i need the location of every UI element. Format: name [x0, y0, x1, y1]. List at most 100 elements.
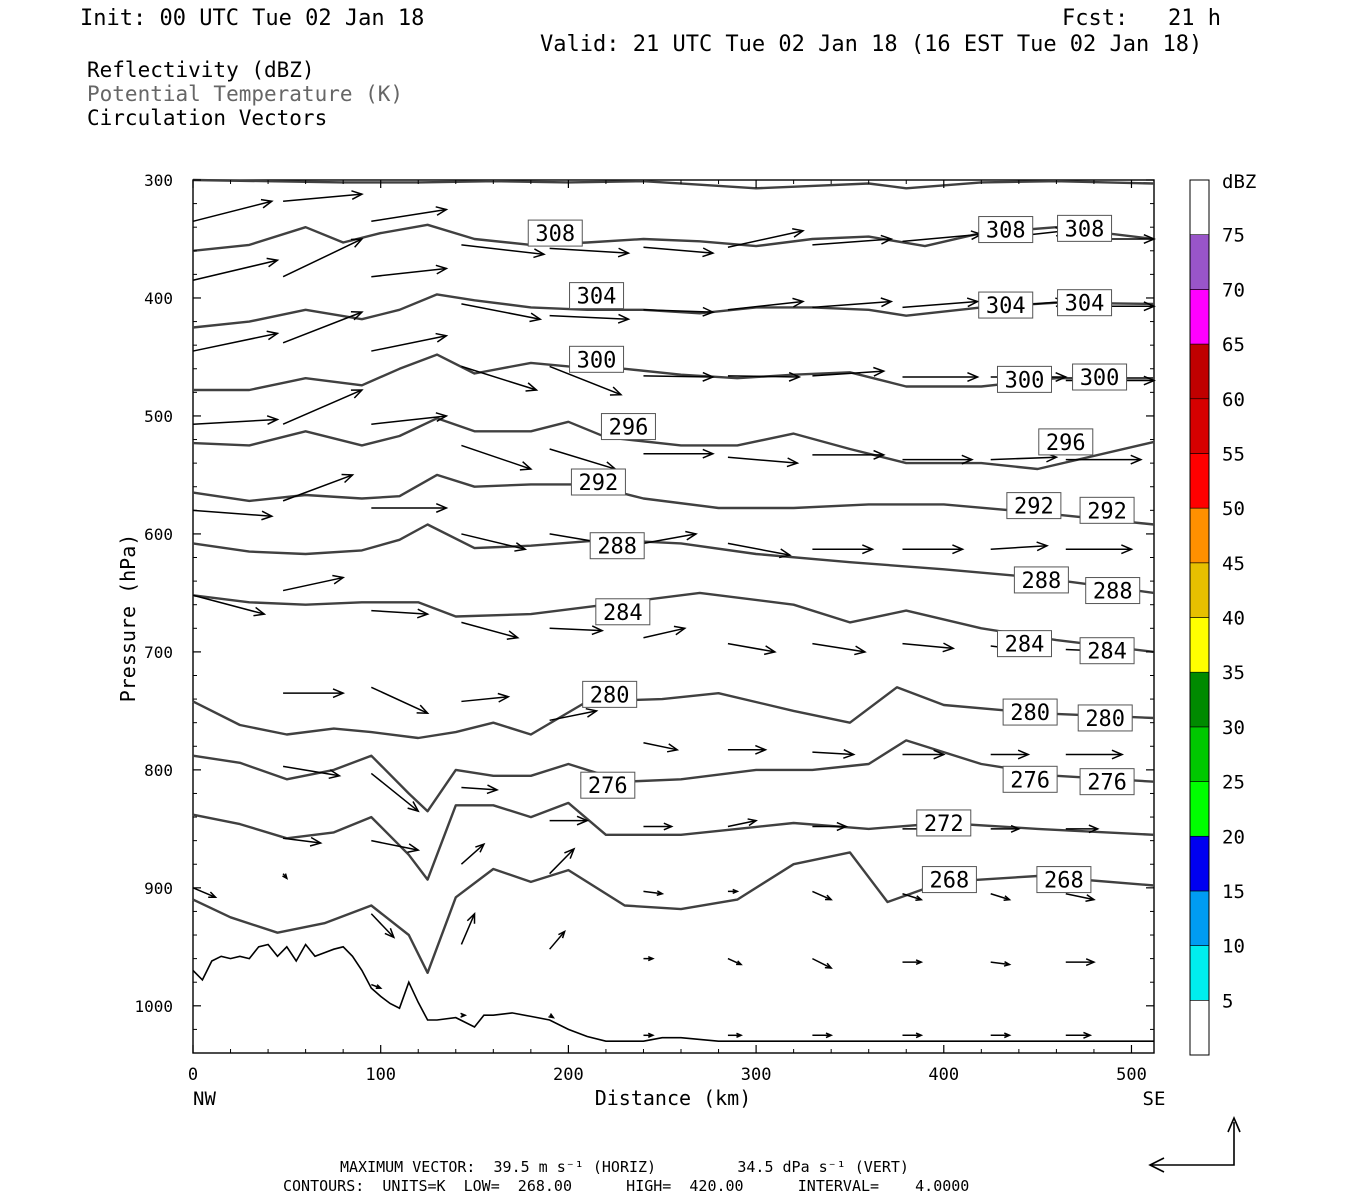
circulation-vector — [990, 541, 1049, 552]
reflectivity-colorbar: dBZ 5 10 15 20 25 30 35 40 45 50 55 60 65 70 75 — [1189, 171, 1256, 1056]
contour-label-280: 280 — [1077, 704, 1133, 732]
circulation-vector — [902, 749, 946, 760]
svg-text:300: 300 — [1005, 368, 1045, 393]
circulation-vector — [461, 533, 528, 552]
circulation-vector — [371, 264, 449, 278]
svg-text:268: 268 — [930, 869, 970, 894]
circulation-vector — [643, 246, 715, 258]
contour-label-300: 300 — [996, 365, 1052, 393]
max-vector-note: MAXIMUM VECTOR: 39.5 m s⁻¹ (HORIZ) 34.5 … — [340, 1158, 909, 1176]
circulation-vector — [460, 1012, 468, 1018]
circulation-vector — [461, 244, 546, 259]
colorbar-segment — [1189, 179, 1210, 235]
x-axis-ticks: 0 100 200 300 400 500 — [188, 180, 1147, 1085]
circulation-vector — [549, 625, 605, 636]
contour-label-292: 292 — [570, 468, 626, 496]
circulation-vector — [727, 957, 743, 966]
circulation-vector — [283, 836, 323, 847]
contour-label-292: 292 — [1079, 496, 1135, 524]
svg-text:292: 292 — [579, 471, 619, 496]
colorbar-tick-label: 40 — [1222, 608, 1245, 630]
svg-text:284: 284 — [1005, 633, 1045, 658]
svg-text:292: 292 — [1014, 495, 1054, 520]
circulation-vector — [643, 955, 655, 962]
contour-label-276: 276 — [580, 771, 636, 799]
x-tick-label: 500 — [1116, 1065, 1147, 1085]
theta-contour-296 — [192, 417, 1155, 471]
circulation-vector — [812, 449, 886, 460]
circulation-vector — [902, 372, 980, 382]
circulation-vector — [1065, 824, 1100, 834]
circulation-vector — [812, 749, 856, 759]
circulation-vector — [812, 642, 867, 656]
contour-label-268: 268 — [921, 866, 977, 894]
contour-label-284: 284 — [996, 630, 1052, 658]
colorbar-segment — [1189, 398, 1210, 454]
colorbar-tick-label: 65 — [1222, 334, 1245, 356]
svg-text:308: 308 — [1065, 217, 1105, 242]
colorbar-tick-label: 55 — [1222, 443, 1245, 465]
x-tick-label: 0 — [188, 1065, 198, 1085]
colorbar-segment — [1189, 234, 1210, 290]
contour-info: CONTOURS: UNITS=K LOW= 268.00 HIGH= 420.… — [283, 1177, 969, 1195]
circulation-vector — [643, 448, 715, 459]
svg-text:280: 280 — [1085, 707, 1125, 732]
circulation-vector — [902, 297, 980, 309]
circulation-vector — [1065, 958, 1096, 967]
x-tick-label: 400 — [928, 1065, 959, 1085]
circulation-vector — [549, 247, 631, 258]
forecast-hour: Fcst: 21 h — [1062, 6, 1221, 31]
circulation-vector — [1065, 1031, 1093, 1039]
theta-contour-308 — [192, 223, 1155, 252]
colorbar-segment — [1189, 781, 1210, 837]
colorbar-segment — [1189, 562, 1210, 618]
circulation-vector — [192, 509, 274, 521]
svg-text:308: 308 — [986, 219, 1026, 244]
svg-text:276: 276 — [588, 774, 628, 799]
circulation-vector — [643, 306, 715, 317]
circulation-vector — [282, 873, 289, 880]
svg-text:300: 300 — [577, 348, 617, 373]
svg-text:280: 280 — [1010, 701, 1050, 726]
circulation-vector — [549, 707, 599, 722]
contour-label-272: 272 — [916, 809, 972, 837]
y-tick-label: 500 — [144, 407, 173, 426]
circulation-vector — [460, 912, 476, 945]
colorbar-tick-label: 30 — [1222, 717, 1245, 739]
circulation-vector — [1065, 749, 1125, 760]
svg-text:268: 268 — [1044, 869, 1084, 894]
colorbar-segment — [1189, 671, 1210, 728]
circulation-vector — [902, 1032, 924, 1039]
circulation-vector — [461, 365, 539, 392]
init-time: Init: 00 UTC Tue 02 Jan 18 — [80, 6, 424, 31]
circulation-vector — [643, 371, 715, 382]
svg-text:288: 288 — [1093, 580, 1133, 605]
circulation-vector — [812, 234, 894, 246]
x-axis-label: Distance (km) — [595, 1086, 752, 1110]
circulation-vector — [460, 842, 486, 865]
circulation-vector — [643, 890, 665, 896]
y-axis-label: Pressure (hPa) — [116, 534, 140, 703]
circulation-vector — [549, 365, 623, 396]
circulation-vector — [812, 890, 833, 901]
circulation-vector — [1065, 454, 1143, 465]
circulation-vector — [727, 227, 805, 248]
valid-time: Valid: 21 UTC Tue 02 Jan 18 (16 EST Tue … — [540, 32, 1202, 57]
colorbar-segment — [1189, 890, 1210, 946]
contour-label-288: 288 — [1013, 566, 1069, 594]
contour-label-276: 276 — [1002, 765, 1058, 793]
colorbar-tick-label: 5 — [1222, 990, 1233, 1012]
colorbar-segment — [1189, 945, 1210, 1001]
circulation-vector — [283, 688, 346, 699]
theta-contour-272 — [192, 801, 1155, 881]
circulation-vector — [371, 206, 449, 223]
circulation-vector — [727, 371, 802, 382]
contour-label-284: 284 — [1079, 637, 1135, 665]
circulation-vector — [549, 930, 566, 950]
surface-terrain-line — [192, 943, 1154, 1042]
contour-label-304: 304 — [978, 291, 1034, 319]
circulation-vector — [461, 784, 499, 795]
circulation-vector — [192, 887, 218, 899]
contour-labels-layer: 308 308 308 304 304 304 300 300 300 296 296 292 292 2… — [527, 214, 1141, 894]
colorbar-tick-label: 75 — [1222, 225, 1245, 247]
